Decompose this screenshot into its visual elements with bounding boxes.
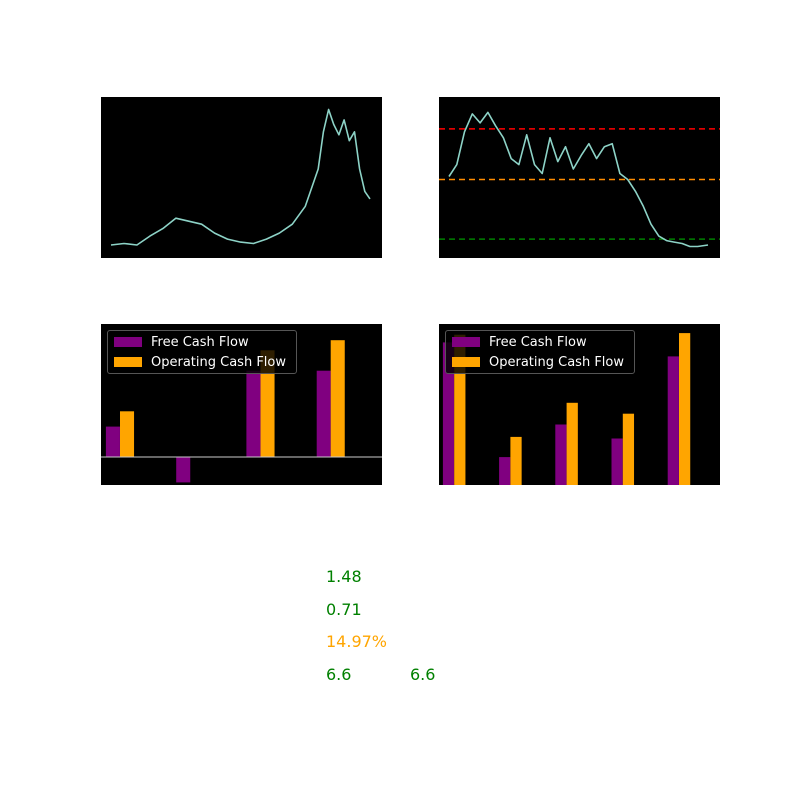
ocf-bar-4 <box>330 340 345 458</box>
price-levels-plot <box>439 111 720 248</box>
cash-flow-legend-1: Free Cash Flow Operating Cash Flow <box>107 330 297 374</box>
price-line-series-2 <box>448 111 709 248</box>
cash-flow-chart-2: Free Cash Flow Operating Cash Flow <box>439 324 720 485</box>
price-line-series-1 <box>110 108 371 246</box>
metric-value-4a: 6.6 <box>326 665 352 684</box>
ocf-swatch <box>114 357 142 367</box>
legend-entry-fcf: Free Cash Flow <box>452 334 587 350</box>
price-levels-chart <box>439 97 720 258</box>
fcf-bar-5 <box>667 356 679 485</box>
legend-label-fcf: Free Cash Flow <box>151 334 249 350</box>
ocf-bar-5 <box>679 333 691 485</box>
ocf-bar-4 <box>622 413 635 485</box>
fcf-bar-2 <box>499 457 511 485</box>
fcf-bar-3 <box>555 424 567 485</box>
fcf-bar-3 <box>246 370 261 458</box>
legend-entry-ocf: Operating Cash Flow <box>114 354 286 370</box>
legend-label-ocf: Operating Cash Flow <box>151 354 286 370</box>
fcf-swatch <box>452 337 480 347</box>
legend-entry-fcf: Free Cash Flow <box>114 334 249 350</box>
price-history-chart <box>101 97 382 258</box>
fcf-bar-2 <box>176 457 191 483</box>
fcf-bar-1 <box>442 342 455 485</box>
legend-entry-ocf: Operating Cash Flow <box>452 354 624 370</box>
legend-label-fcf: Free Cash Flow <box>489 334 587 350</box>
metric-value-1: 1.48 <box>326 567 362 586</box>
metric-percentage: 14.97% <box>326 632 388 651</box>
ocf-bar-2 <box>510 436 522 485</box>
metric-value-4b: 6.6 <box>410 665 436 684</box>
cash-flow-chart-1: Free Cash Flow Operating Cash Flow <box>101 324 382 485</box>
fcf-bar-4 <box>316 370 331 458</box>
fcf-swatch <box>114 337 142 347</box>
ocf-bar-3 <box>566 402 578 485</box>
fcf-bar-4 <box>611 438 623 485</box>
cash-flow-legend-2: Free Cash Flow Operating Cash Flow <box>445 330 635 374</box>
ocf-bar-1 <box>120 411 135 457</box>
cash-flow-bars-1 <box>101 340 382 483</box>
ocf-bar-3 <box>260 350 275 457</box>
ocf-bar-1 <box>454 334 466 485</box>
metric-value-2: 0.71 <box>326 600 362 619</box>
ocf-swatch <box>452 357 480 367</box>
legend-label-ocf: Operating Cash Flow <box>489 354 624 370</box>
price-history-plot <box>110 108 371 246</box>
cash-flow-bars-2 <box>442 333 691 485</box>
fcf-bar-1 <box>105 426 120 458</box>
